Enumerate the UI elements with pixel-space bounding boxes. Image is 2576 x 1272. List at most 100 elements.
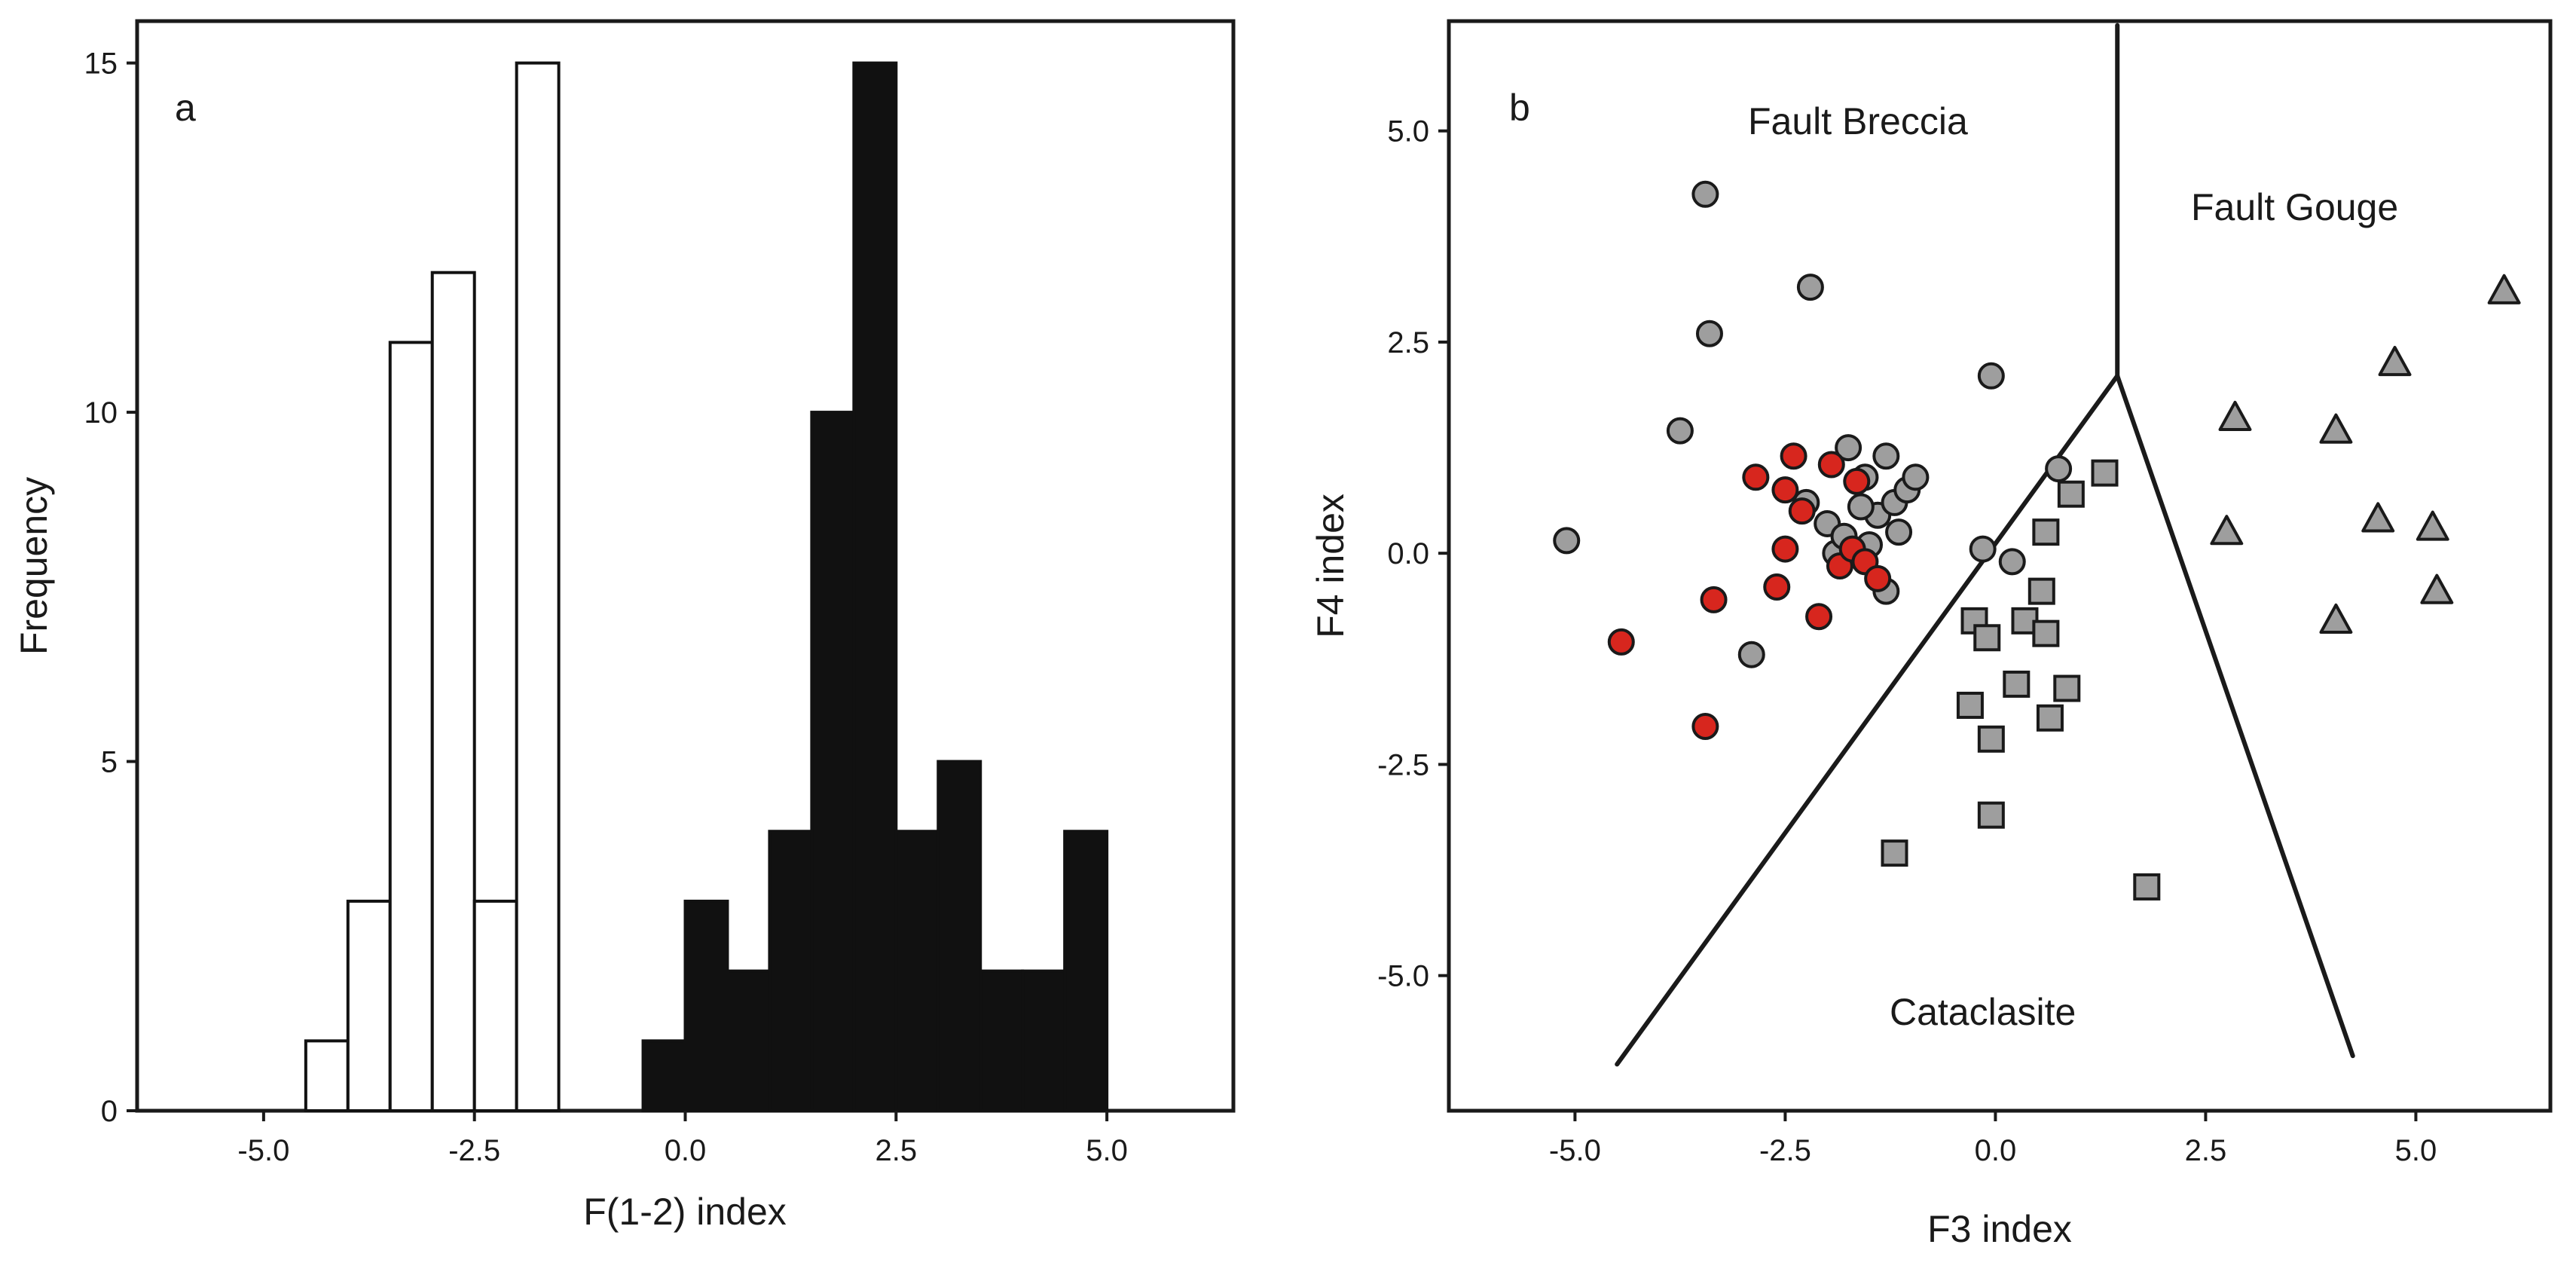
y-tick-label: -2.5 bbox=[1377, 748, 1429, 781]
square-marker bbox=[2036, 704, 2064, 732]
y-tick-label: 2.5 bbox=[1387, 326, 1429, 359]
square-marker bbox=[1956, 691, 1984, 719]
triangle-marker bbox=[2319, 413, 2353, 444]
square-marker bbox=[2003, 670, 2031, 698]
circle-marker bbox=[1788, 497, 1816, 525]
circle-marker bbox=[1666, 417, 1694, 445]
circle-marker bbox=[1742, 463, 1770, 491]
y-tick-label: 15 bbox=[84, 47, 118, 81]
circle-marker bbox=[1805, 603, 1833, 631]
circle-marker bbox=[1737, 641, 1765, 668]
histogram-bar bbox=[346, 899, 392, 1113]
triangle-marker bbox=[2378, 345, 2412, 377]
circle-marker bbox=[1796, 274, 1824, 301]
panel-a-x-axis-title: F(1-2) index bbox=[583, 1191, 787, 1233]
square-marker bbox=[2032, 619, 2060, 647]
triangle-marker bbox=[2420, 573, 2454, 604]
boundary-line bbox=[1615, 373, 2120, 1067]
circle-marker bbox=[1843, 467, 1871, 495]
region-label-fault-breccia: Fault Breccia bbox=[1748, 100, 1968, 142]
histogram-bar bbox=[979, 969, 1025, 1112]
circle-marker bbox=[1998, 548, 2026, 576]
x-tick-label: -5.0 bbox=[237, 1134, 289, 1167]
x-tick-label: 5.0 bbox=[2395, 1134, 2437, 1167]
panel-b-frame bbox=[1447, 19, 2553, 1113]
y-tick-label: 10 bbox=[84, 396, 118, 430]
circle-marker bbox=[1691, 180, 1719, 208]
triangle-marker bbox=[2210, 515, 2244, 546]
circle-marker bbox=[1847, 493, 1875, 521]
circle-marker bbox=[1969, 535, 1997, 563]
histogram-bar bbox=[304, 1039, 350, 1113]
circle-marker bbox=[1553, 527, 1581, 555]
y-tick-label: 5.0 bbox=[1387, 115, 1429, 148]
histogram-bar bbox=[515, 61, 561, 1113]
histogram-bar bbox=[852, 61, 898, 1113]
square-marker bbox=[2057, 480, 2085, 508]
square-marker bbox=[2053, 674, 2081, 702]
histogram-bar bbox=[683, 899, 729, 1113]
x-tick-label: -5.0 bbox=[1549, 1134, 1601, 1167]
y-tick-label: 0.0 bbox=[1387, 537, 1429, 570]
histogram-bar bbox=[810, 411, 856, 1112]
y-tick-label: 0 bbox=[101, 1095, 118, 1128]
triangle-marker bbox=[2319, 603, 2353, 634]
square-marker bbox=[1977, 725, 2005, 753]
square-marker bbox=[2133, 873, 2161, 900]
panel-b-boundary-lines bbox=[1615, 23, 2355, 1067]
region-label-fault-gouge: Fault Gouge bbox=[2191, 186, 2398, 228]
histogram-bar bbox=[894, 830, 940, 1112]
circle-marker bbox=[1771, 476, 1799, 504]
circle-marker bbox=[1763, 573, 1791, 601]
panel-b-scatter: -5.0 -2.5 0.0 2.5 5.0 5.0 2.5 0.0 -2.5 -5.0 b Fa… bbox=[1309, 19, 2553, 1250]
region-label-cataclasite: Cataclasite bbox=[1890, 991, 2076, 1033]
panel-a-bars bbox=[304, 61, 1109, 1113]
histogram-bar bbox=[641, 1039, 687, 1113]
panel-b-letter: b bbox=[1509, 87, 1530, 129]
triangle-marker bbox=[2218, 400, 2252, 431]
circle-marker bbox=[1691, 712, 1719, 740]
square-marker bbox=[1881, 839, 1908, 867]
panel-b-x-axis-title: F3 index bbox=[1927, 1208, 2072, 1250]
x-tick-label: -2.5 bbox=[448, 1134, 500, 1167]
panel-a-x-ticks: -5.0 -2.5 0.0 2.5 5.0 bbox=[237, 1111, 1128, 1167]
circle-marker bbox=[1835, 434, 1862, 462]
panel-b-y-ticks: 5.0 2.5 0.0 -2.5 -5.0 bbox=[1377, 115, 1449, 993]
histogram-bar bbox=[1063, 830, 1109, 1112]
histogram-bar bbox=[388, 341, 434, 1112]
square-marker bbox=[1973, 624, 2001, 652]
circle-marker bbox=[1695, 320, 1723, 347]
histogram-bar bbox=[768, 830, 814, 1112]
panel-a-letter: a bbox=[175, 87, 196, 129]
circle-marker bbox=[1902, 463, 1930, 491]
histogram-bar bbox=[726, 969, 772, 1112]
triangle-marker bbox=[2416, 510, 2449, 541]
circle-marker bbox=[1700, 586, 1728, 613]
panel-b-points bbox=[1553, 180, 2521, 900]
square-marker bbox=[2091, 459, 2119, 487]
square-marker bbox=[2032, 518, 2060, 546]
y-tick-label: -5.0 bbox=[1377, 960, 1429, 993]
panel-a-y-axis-title: Frequency bbox=[13, 477, 55, 655]
x-tick-label: 5.0 bbox=[1086, 1134, 1128, 1167]
panel-a-y-ticks: 0 5 10 15 bbox=[84, 47, 137, 1128]
circle-marker bbox=[1771, 535, 1799, 563]
circle-marker bbox=[1977, 362, 2005, 390]
x-tick-label: 0.0 bbox=[665, 1134, 707, 1167]
histogram-bar bbox=[1021, 969, 1067, 1112]
circle-marker bbox=[1885, 518, 1913, 546]
circle-marker bbox=[1864, 564, 1892, 592]
circle-marker bbox=[1872, 442, 1900, 470]
triangle-marker bbox=[2487, 274, 2521, 304]
circle-marker bbox=[2045, 455, 2073, 483]
circle-marker bbox=[1607, 628, 1635, 656]
triangle-marker bbox=[2361, 502, 2395, 533]
circle-marker bbox=[1817, 451, 1845, 479]
panel-b-x-ticks: -5.0 -2.5 0.0 2.5 5.0 bbox=[1549, 1111, 2437, 1167]
x-tick-label: 2.5 bbox=[875, 1134, 918, 1167]
circle-marker bbox=[1780, 442, 1807, 470]
panel-b-y-axis-title: F4 index bbox=[1309, 494, 1352, 638]
boundary-line bbox=[2115, 373, 2355, 1059]
